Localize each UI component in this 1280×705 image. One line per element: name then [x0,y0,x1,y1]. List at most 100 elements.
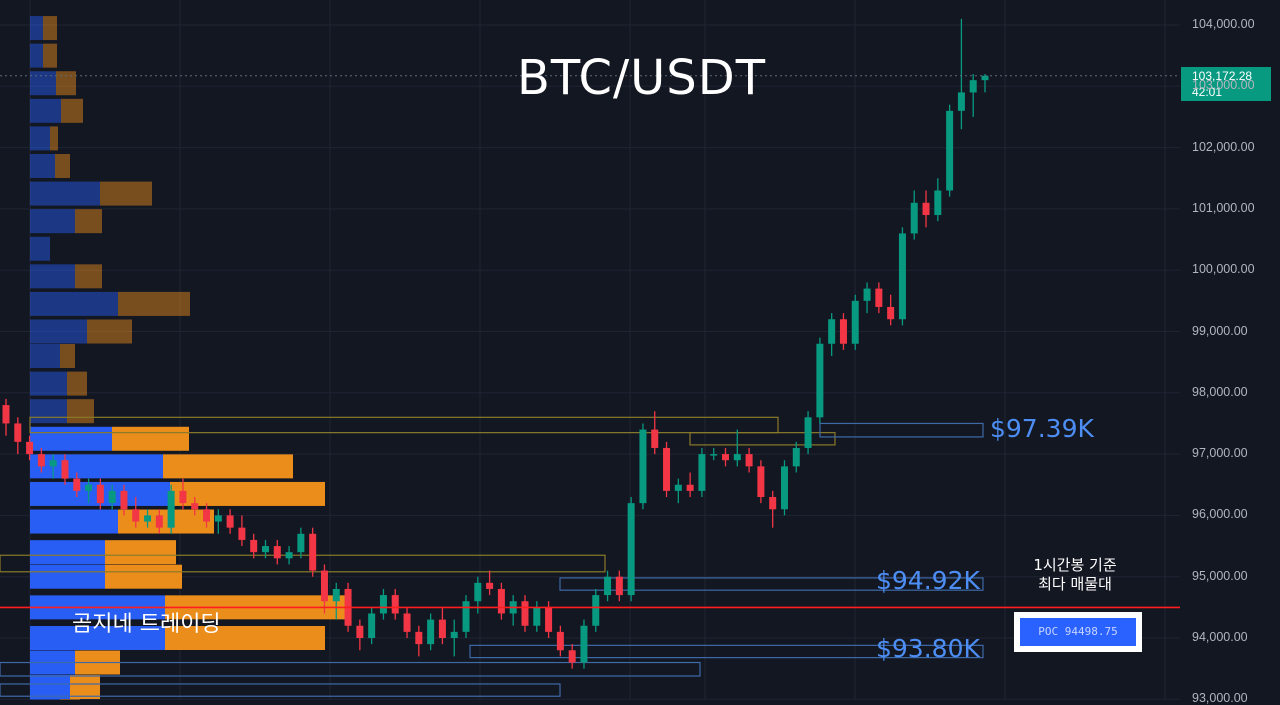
price-tick-label: 97,000.00 [1192,446,1248,460]
volume-bar-sell [105,565,182,589]
volume-bar-sell [170,482,325,506]
volume-bar-buy [30,209,75,233]
candle-body [321,571,328,602]
candle-body [97,485,104,503]
volume-bar-sell [87,320,132,344]
candle-body [746,454,753,466]
volume-bar-sell [50,126,58,150]
price-tick-label: 103,000.00 [1192,78,1255,92]
candle-body [521,601,528,626]
volume-bar-sell [75,209,102,233]
candle-body [404,613,411,631]
candle-body [14,423,21,441]
volume-bar-buy [30,16,43,40]
volume-bar-buy [30,540,105,564]
price-tick-label: 99,000.00 [1192,324,1248,338]
watermark-text: 곰지네 트레이딩 [72,606,221,638]
price-tick-label: 100,000.00 [1192,262,1255,276]
volume-bar-buy [30,44,43,68]
volume-bar-sell [118,292,190,316]
candle-body [580,626,587,663]
volume-bar-sell [70,675,100,699]
candle-body [451,632,458,638]
candle-body [463,601,470,632]
candle-body [120,491,127,509]
candle-body [380,595,387,613]
candle-body [38,454,45,466]
candle-body [911,203,918,234]
volume-bar-sell [100,182,152,206]
volume-bar-sell [56,71,76,95]
candle-body [769,497,776,509]
volume-bar-buy [30,675,70,699]
candle-body [415,632,422,644]
volume-bar-sell [43,44,57,68]
poc-note-line-2: 최다 매물대 [1010,575,1140,594]
candle-body [274,546,281,558]
volume-bar-sell [61,99,83,123]
volume-bar-sell [55,154,70,178]
candle-body [816,344,823,418]
candle-body [3,405,10,423]
price-tick-label: 98,000.00 [1192,385,1248,399]
volume-bar-buy [30,99,61,123]
candle-body [250,540,257,552]
candle-body [109,491,116,503]
level-zone [690,433,835,445]
volume-bar-buy [30,427,112,451]
volume-bar-buy [30,565,105,589]
candle-body [179,491,186,503]
candle-body [734,454,741,460]
candle-body [592,595,599,626]
candle-body [828,319,835,344]
poc-box: POC 94498.75 [1014,612,1142,652]
candle-body [144,515,151,521]
level-label-93800: $93.80K [876,634,980,663]
volume-bar-sell [105,540,176,564]
candle-body [203,509,210,521]
price-tick-label: 95,000.00 [1192,569,1248,583]
volume-bar-buy [30,237,50,261]
candle-body [392,595,399,613]
candle-body [722,454,729,460]
price-tick-label: 96,000.00 [1192,507,1248,521]
chart-title: BTC/USDT [517,50,766,106]
candle-body [73,479,80,491]
volume-bar-sell [43,16,57,40]
candle-body [533,607,540,625]
volume-bar-buy [30,372,67,396]
price-tick-label: 102,000.00 [1192,140,1255,154]
volume-bar-sell [60,344,75,368]
candle-body [356,626,363,638]
candle-body [651,430,658,448]
candle-body [168,491,175,528]
volume-bar-buy [30,510,118,534]
volume-bar-buy [30,320,87,344]
candle-body [970,80,977,92]
candle-body [923,203,930,215]
candle-body [781,466,788,509]
candle-body [486,583,493,589]
volume-bar-sell [67,372,87,396]
candle-body [698,454,705,491]
candle-body [557,632,564,650]
candle-body [687,485,694,491]
level-label-94920: $94.92K [876,566,980,595]
volume-bar-buy [30,344,60,368]
price-tick-label: 94,000.00 [1192,630,1248,644]
candle-body [132,509,139,521]
price-tick-label: 104,000.00 [1192,17,1255,31]
candle-body [864,289,871,301]
candle-body [840,319,847,344]
candle-body [946,111,953,191]
poc-note: 1시간봉 기준 최다 매물대 [1010,556,1140,594]
price-tick-label: 93,000.00 [1192,691,1248,705]
candle-body [215,515,222,521]
candle-body [982,76,989,80]
volume-profile [30,16,350,700]
poc-note-line-1: 1시간봉 기준 [1010,556,1140,575]
volume-bar-buy [30,71,56,95]
volume-bar-sell [67,399,94,423]
level-zone [820,423,983,436]
candle-body [616,577,623,595]
